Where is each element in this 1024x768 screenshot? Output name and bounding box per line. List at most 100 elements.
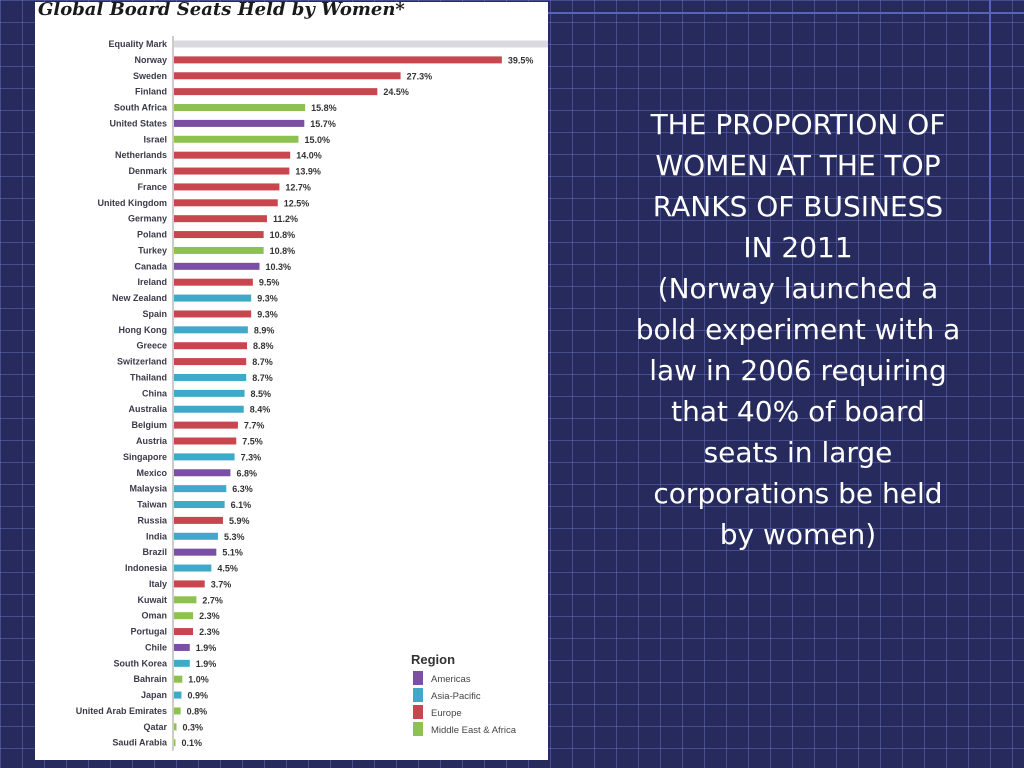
bar	[174, 675, 183, 683]
data-label: 1.9%	[196, 643, 217, 653]
category-label: Russia	[137, 515, 168, 525]
bar	[174, 564, 212, 572]
note-line: seats in large	[703, 436, 893, 469]
category-label: Japan	[141, 690, 167, 700]
bar	[174, 580, 205, 588]
category-label: Poland	[137, 230, 167, 240]
category-label: Germany	[128, 214, 167, 224]
data-label: 11.2%	[273, 214, 298, 224]
bar	[174, 389, 245, 397]
data-label: 2.7%	[202, 595, 223, 605]
data-label: 1.0%	[188, 675, 209, 685]
data-label: 12.5%	[284, 198, 310, 208]
data-label: 0.9%	[187, 691, 208, 701]
data-label: 5.3%	[224, 532, 245, 542]
category-label: Sweden	[133, 71, 167, 81]
bar	[174, 246, 264, 254]
data-label: 0.3%	[182, 722, 203, 732]
category-label: South Korea	[113, 658, 167, 668]
data-label: 10.3%	[265, 262, 291, 272]
category-label: Bahrain	[133, 674, 167, 684]
bar	[174, 723, 177, 731]
bar	[174, 612, 194, 620]
data-label: 12.7%	[285, 182, 311, 192]
legend-swatch	[413, 705, 423, 719]
bar	[174, 262, 260, 270]
category-label: Spain	[142, 309, 167, 319]
slide-text-block: THE PROPORTION OF WOMEN AT THE TOP RANKS…	[612, 104, 984, 555]
category-label: New Zealand	[112, 293, 167, 303]
data-label: 15.7%	[310, 119, 336, 129]
data-label: 8.8%	[253, 341, 274, 351]
legend-entry: Middle East & Africa	[431, 725, 517, 736]
bar	[174, 691, 182, 699]
bar	[174, 231, 264, 239]
equality-mark-bar	[174, 40, 548, 48]
category-label: Taiwan	[137, 500, 167, 510]
bar	[174, 453, 235, 461]
category-label: United Arab Emirates	[76, 706, 167, 716]
bar	[174, 421, 238, 429]
data-label: 15.8%	[311, 103, 337, 113]
bar	[174, 516, 223, 524]
category-label: Mexico	[136, 468, 167, 478]
data-label: 13.9%	[295, 167, 321, 177]
heading-line: THE PROPORTION OF	[650, 108, 946, 141]
note-line: corporations be held	[653, 477, 943, 510]
category-label: Belgium	[131, 420, 167, 430]
category-label: Hong Kong	[119, 325, 168, 335]
legend-swatch	[413, 688, 423, 702]
bar	[174, 707, 181, 715]
data-label: 3.7%	[211, 579, 232, 589]
data-label: 39.5%	[508, 55, 534, 65]
bar	[174, 326, 248, 334]
data-label: 0.1%	[182, 738, 203, 748]
note-line: by women)	[719, 518, 877, 551]
category-label: Oman	[141, 611, 167, 621]
category-label: Finland	[135, 87, 167, 97]
category-label: Turkey	[138, 245, 167, 255]
bar	[174, 294, 252, 302]
note-line: (Norway launched a	[657, 272, 939, 305]
bar	[174, 628, 194, 636]
category-label: Singapore	[123, 452, 167, 462]
equality-mark-label: Equality Mark	[108, 39, 168, 49]
legend-swatch	[413, 722, 423, 736]
data-label: 24.5%	[383, 87, 409, 97]
category-label: Switzerland	[117, 357, 167, 367]
data-label: 6.1%	[231, 500, 252, 510]
category-label: Greece	[136, 341, 167, 351]
category-label: France	[137, 182, 167, 192]
category-label: Kuwait	[137, 595, 167, 605]
bar	[174, 501, 225, 509]
bar	[174, 643, 190, 651]
data-label: 10.8%	[270, 230, 296, 240]
data-label: 2.3%	[199, 627, 220, 637]
data-label: 9.5%	[259, 278, 280, 288]
bar-chart: Global Board Seats Held by Women* Equalit…	[38, 2, 548, 751]
bar	[174, 278, 253, 286]
category-label: Thailand	[130, 372, 167, 382]
legend-entry: Asia-Pacific	[431, 691, 481, 702]
data-label: 5.9%	[229, 516, 250, 526]
bar	[174, 56, 502, 64]
bar	[174, 151, 291, 159]
bar	[174, 485, 227, 493]
data-label: 5.1%	[222, 548, 243, 558]
heading-line: WOMEN AT THE TOP	[655, 149, 941, 182]
category-label: Malaysia	[129, 484, 168, 494]
category-label: China	[142, 388, 168, 398]
note-line: that 40% of board	[671, 395, 925, 428]
data-label: 9.3%	[257, 309, 278, 319]
bar	[174, 119, 305, 127]
note-line: law in 2006 requiring	[649, 354, 947, 387]
data-label: 7.5%	[242, 437, 263, 447]
legend-title: Region	[411, 652, 455, 667]
bar	[174, 469, 231, 477]
category-label: Saudi Arabia	[112, 738, 168, 748]
category-label: Indonesia	[125, 563, 168, 573]
bar	[174, 167, 290, 175]
bar	[174, 183, 280, 191]
bar	[174, 104, 306, 112]
category-label: Norway	[134, 55, 167, 65]
